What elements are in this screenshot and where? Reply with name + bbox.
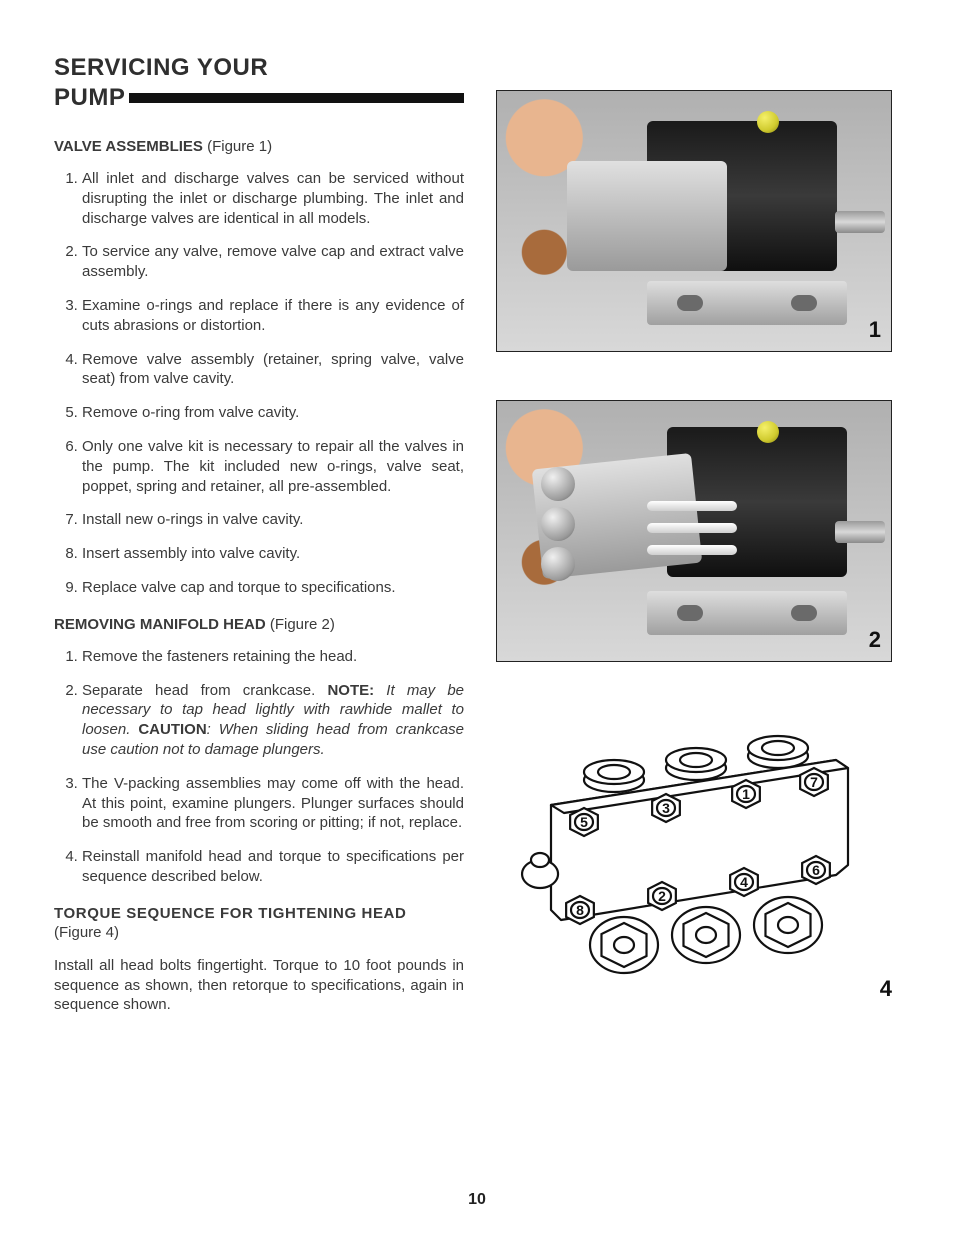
valve-assemblies-heading-rest: (Figure 1): [203, 138, 272, 155]
valve-step: Examine o-rings and replace if there is …: [82, 296, 464, 336]
valve-assemblies-heading: VALVE ASSEMBLIES (Figure 1): [54, 138, 464, 155]
manifold-step: Separate head from crankcase. NOTE: It m…: [82, 681, 464, 760]
figure-1-label: 1: [869, 317, 881, 343]
manifold-step: Reinstall manifold head and torque to sp…: [82, 847, 464, 887]
figure-1-photo: [497, 91, 891, 351]
svg-text:3: 3: [662, 800, 670, 816]
valve-step: Replace valve cap and torque to specific…: [82, 578, 464, 598]
svg-text:8: 8: [576, 902, 584, 918]
section-title-line-2: PUMP: [54, 84, 464, 112]
svg-text:2: 2: [658, 888, 666, 904]
title-rule-bar: [129, 93, 464, 103]
valve-steps-list: All inlet and discharge valves can be se…: [54, 169, 464, 598]
left-column: SERVICING YOUR PUMP VALVE ASSEMBLIES (Fi…: [54, 54, 464, 1030]
section-title-pump: PUMP: [54, 84, 125, 112]
two-column-layout: SERVICING YOUR PUMP VALVE ASSEMBLIES (Fi…: [54, 54, 900, 1030]
torque-heading-bold: TORQUE SEQUENCE FOR TIGHTENING HEAD: [54, 905, 406, 922]
page: SERVICING YOUR PUMP VALVE ASSEMBLIES (Fi…: [0, 0, 954, 1235]
right-column: 1 2 7 1 3 5 6 4 2 8 4: [496, 54, 896, 1030]
manifold-heading-bold: REMOVING MANIFOLD HEAD: [54, 616, 266, 633]
valve-step: Install new o-rings in valve cavity.: [82, 510, 464, 530]
valve-step: Remove o-ring from valve cavity.: [82, 403, 464, 423]
plunger-rods-icon: [647, 501, 737, 561]
manifold-steps-list: Remove the fasteners retaining the head.…: [54, 647, 464, 887]
pump-bracket-icon: [647, 281, 847, 325]
figure-4: 7 1 3 5 6 4 2 8 4: [496, 710, 892, 1006]
torque-heading-rest: (Figure 4): [54, 924, 464, 941]
figure-4-label: 4: [880, 976, 892, 1002]
torque-heading: TORQUE SEQUENCE FOR TIGHTENING HEAD: [54, 905, 464, 922]
valve-step: To service any valve, remove valve cap a…: [82, 242, 464, 282]
figure-4-diagram: 7 1 3 5 6 4 2 8: [496, 710, 892, 1006]
manifold-step-2-caution-label: CAUTION: [138, 721, 206, 738]
manifold-step-2-lead: Separate head from crankcase.: [82, 682, 327, 699]
figure-1: 1: [496, 90, 892, 352]
valve-step: Remove valve assembly (retainer, spring …: [82, 350, 464, 390]
svg-text:6: 6: [812, 862, 820, 878]
pump-cap-icon: [757, 421, 779, 443]
pump-bracket-icon: [647, 591, 847, 635]
page-number: 10: [0, 1191, 954, 1209]
manifold-heading: REMOVING MANIFOLD HEAD (Figure 2): [54, 616, 464, 633]
figure-2: 2: [496, 400, 892, 662]
svg-text:5: 5: [580, 814, 588, 830]
valve-step: Insert assembly into valve cavity.: [82, 544, 464, 564]
figure-2-label: 2: [869, 627, 881, 653]
torque-paragraph: Install all head bolts fingertight. Torq…: [54, 956, 464, 1015]
pump-cap-icon: [757, 111, 779, 133]
section-title-line-1: SERVICING YOUR: [54, 54, 464, 82]
manifold-heading-rest: (Figure 2): [266, 616, 335, 633]
figure-2-photo: [497, 401, 891, 661]
svg-text:4: 4: [740, 874, 748, 890]
manifold-step-2-note-label: NOTE:: [327, 682, 374, 699]
manifold-step: Remove the fasteners retaining the head.: [82, 647, 464, 667]
svg-text:7: 7: [810, 774, 818, 790]
valve-assemblies-heading-bold: VALVE ASSEMBLIES: [54, 138, 203, 155]
valve-step: Only one valve kit is necessary to repai…: [82, 437, 464, 496]
manifold-step: The V-packing assemblies may come off wi…: [82, 774, 464, 833]
pump-shaft-icon: [835, 521, 885, 543]
svg-text:1: 1: [742, 786, 750, 802]
pump-manifold-icon: [567, 161, 727, 271]
valve-step: All inlet and discharge valves can be se…: [82, 169, 464, 228]
pump-shaft-icon: [835, 211, 885, 233]
